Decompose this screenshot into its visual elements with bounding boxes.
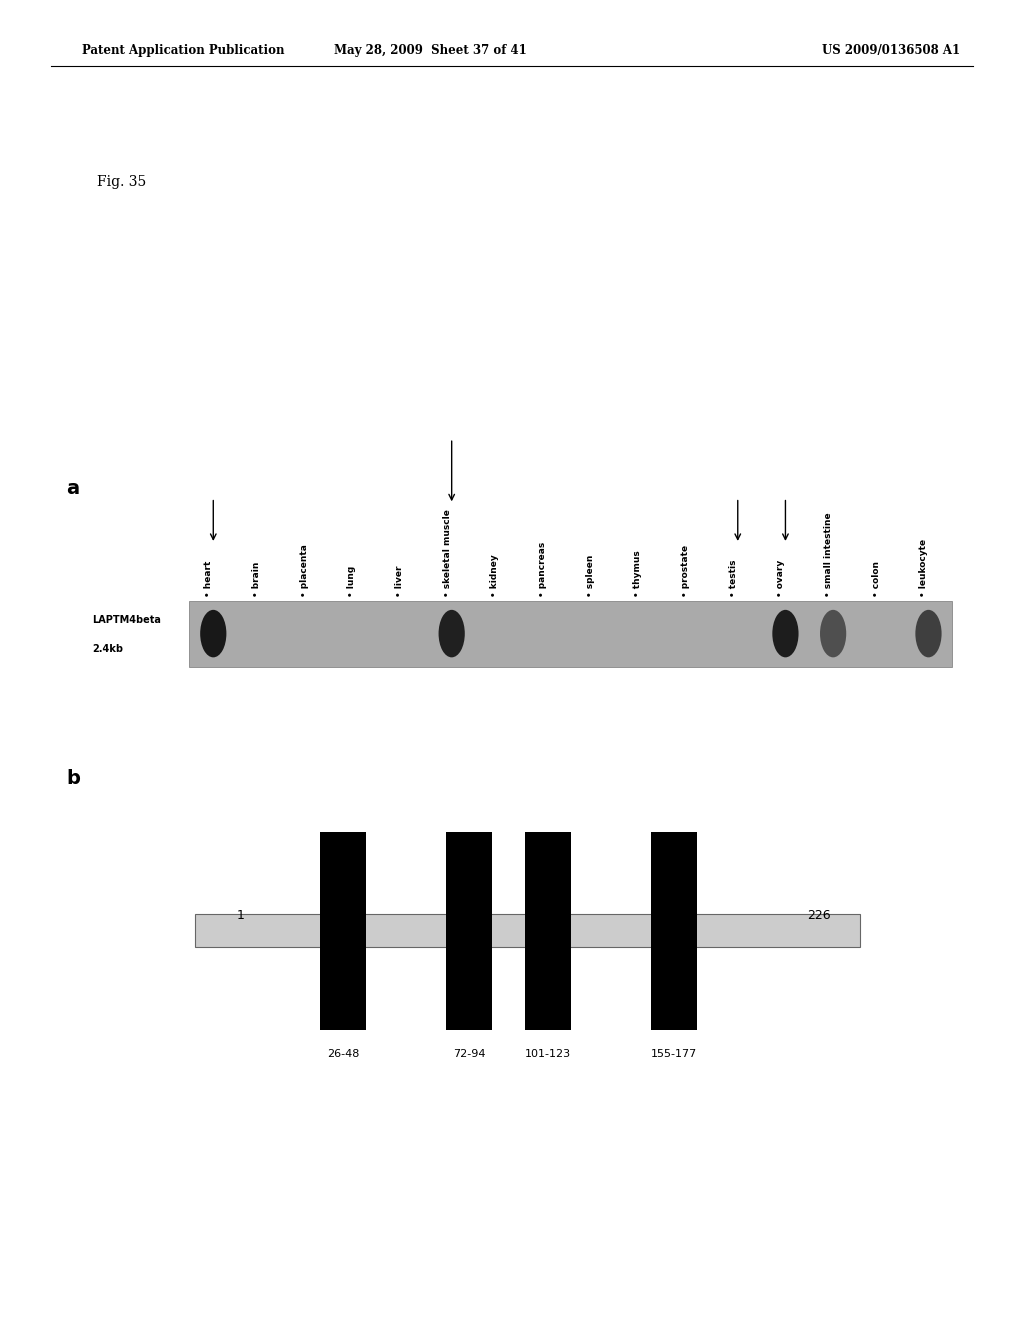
Text: • kidney: • kidney	[490, 554, 500, 597]
Text: Fig. 35: Fig. 35	[97, 176, 146, 189]
Text: • liver: • liver	[395, 565, 404, 597]
Ellipse shape	[820, 610, 846, 657]
Text: • colon: • colon	[871, 561, 881, 597]
Bar	[319, 832, 367, 1030]
Text: • brain: • brain	[252, 561, 261, 597]
Ellipse shape	[915, 610, 942, 657]
Text: • lung: • lung	[347, 565, 356, 597]
Bar	[651, 832, 697, 1030]
Text: • ovary: • ovary	[776, 560, 785, 597]
Text: 26-48: 26-48	[327, 1049, 359, 1060]
Text: • thymus: • thymus	[634, 550, 642, 597]
Ellipse shape	[772, 610, 799, 657]
Text: a: a	[67, 479, 80, 498]
Text: US 2009/0136508 A1: US 2009/0136508 A1	[822, 44, 959, 57]
Text: • spleen: • spleen	[586, 554, 595, 597]
Text: May 28, 2009  Sheet 37 of 41: May 28, 2009 Sheet 37 of 41	[334, 44, 526, 57]
Text: 226: 226	[807, 909, 831, 923]
Text: • testis: • testis	[729, 560, 737, 597]
Bar	[189, 601, 952, 667]
Text: 155-177: 155-177	[650, 1049, 697, 1060]
Text: 72-94: 72-94	[453, 1049, 485, 1060]
Bar	[525, 832, 571, 1030]
Text: • prostate: • prostate	[681, 545, 690, 597]
Text: • placenta: • placenta	[300, 544, 308, 597]
Ellipse shape	[438, 610, 465, 657]
Text: b: b	[67, 770, 81, 788]
Text: • small intestine: • small intestine	[824, 512, 834, 597]
Text: LAPTM4beta: LAPTM4beta	[92, 615, 161, 626]
Text: • skeletal muscle: • skeletal muscle	[442, 508, 452, 597]
Text: 1: 1	[237, 909, 245, 923]
Text: 2.4kb: 2.4kb	[92, 644, 123, 655]
Ellipse shape	[200, 610, 226, 657]
Text: Patent Application Publication: Patent Application Publication	[82, 44, 285, 57]
Text: 101-123: 101-123	[524, 1049, 571, 1060]
Bar	[446, 832, 492, 1030]
Bar	[195, 913, 860, 948]
Text: • leukocyte: • leukocyte	[920, 539, 929, 597]
Text: • heart: • heart	[204, 560, 213, 597]
Text: • pancreas: • pancreas	[538, 541, 547, 597]
